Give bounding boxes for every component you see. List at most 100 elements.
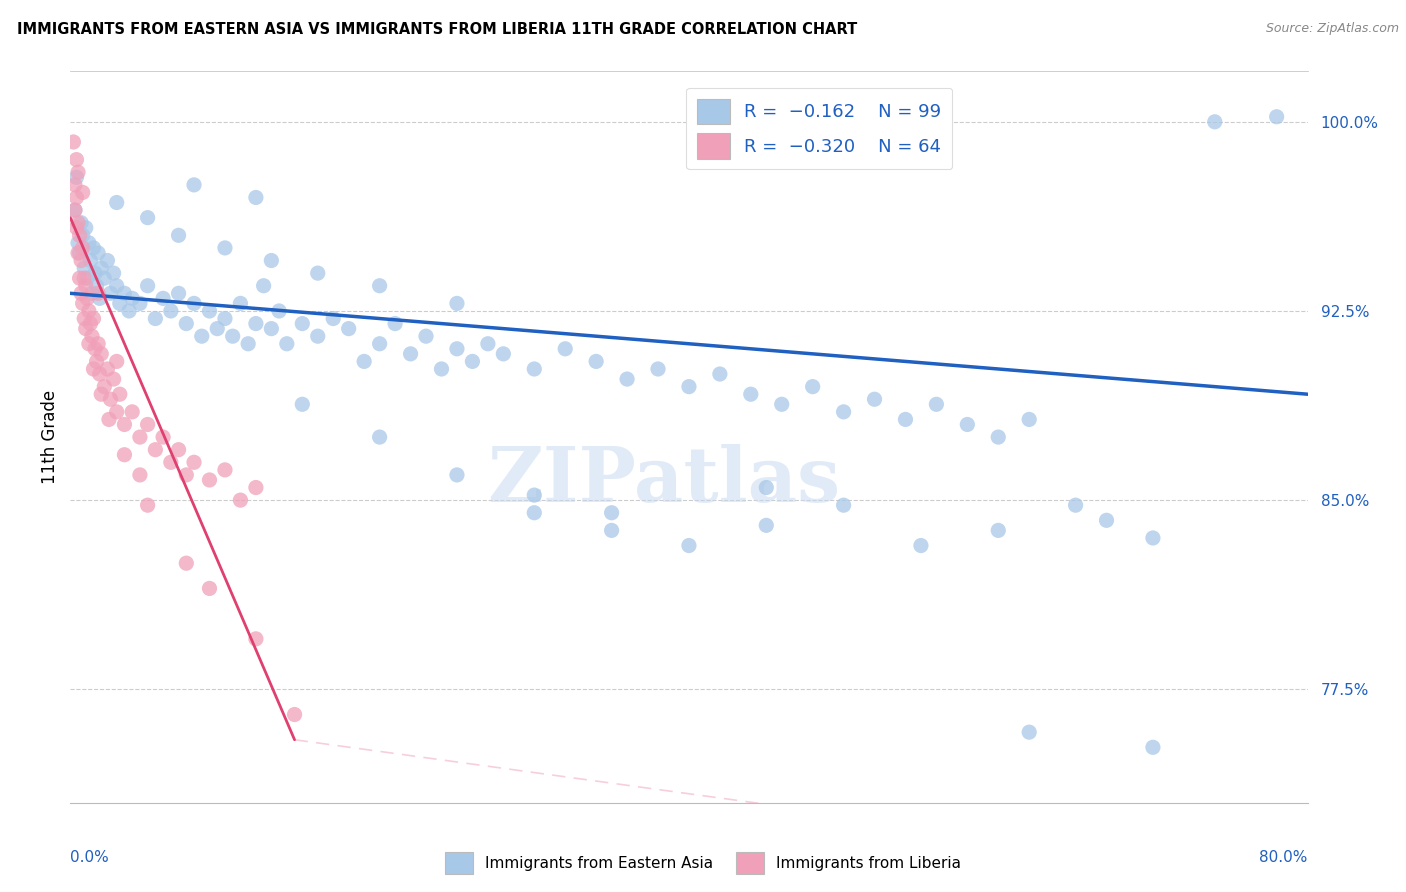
Point	[207, 321, 229, 335]
Point	[67, 246, 90, 260]
Point	[337, 321, 360, 335]
Point	[198, 582, 221, 596]
Point	[430, 362, 453, 376]
Text: 80.0%: 80.0%	[1260, 850, 1308, 865]
Point	[832, 498, 855, 512]
Point	[98, 412, 120, 426]
Point	[90, 387, 112, 401]
Point	[167, 286, 190, 301]
Point	[129, 467, 152, 482]
Point	[307, 329, 329, 343]
Point	[100, 286, 122, 301]
Point	[67, 216, 90, 230]
Point	[678, 379, 700, 393]
Point	[1064, 498, 1087, 512]
Point	[174, 467, 197, 482]
Point	[77, 235, 100, 250]
Point	[65, 170, 87, 185]
Point	[1265, 110, 1288, 124]
Point	[322, 311, 344, 326]
Point	[100, 392, 122, 407]
Point	[105, 405, 128, 419]
Point	[987, 430, 1010, 444]
Point	[291, 397, 314, 411]
Point	[1018, 412, 1040, 426]
Point	[291, 317, 314, 331]
Point	[75, 220, 97, 235]
Text: IMMIGRANTS FROM EASTERN ASIA VS IMMIGRANTS FROM LIBERIA 11TH GRADE CORRELATION C: IMMIGRANTS FROM EASTERN ASIA VS IMMIGRAN…	[17, 22, 858, 37]
Point	[82, 311, 105, 326]
Point	[73, 311, 96, 326]
Point	[65, 153, 87, 167]
Point	[63, 203, 86, 218]
Point	[72, 241, 94, 255]
Point	[585, 354, 607, 368]
Point	[129, 296, 152, 310]
Point	[399, 347, 422, 361]
Point	[136, 417, 159, 432]
Point	[222, 329, 245, 343]
Point	[832, 405, 855, 419]
Point	[145, 311, 166, 326]
Point	[114, 417, 135, 432]
Point	[1142, 531, 1164, 545]
Point	[198, 473, 221, 487]
Point	[87, 246, 110, 260]
Point	[86, 354, 108, 368]
Point	[368, 278, 391, 293]
Point	[77, 336, 100, 351]
Point	[245, 632, 267, 646]
Point	[214, 463, 236, 477]
Point	[152, 291, 174, 305]
Point	[446, 342, 468, 356]
Point	[1018, 725, 1040, 739]
Point	[740, 387, 762, 401]
Point	[70, 286, 93, 301]
Point	[90, 347, 112, 361]
Point	[894, 412, 917, 426]
Point	[523, 362, 546, 376]
Legend: R =  −0.162    N = 99, R =  −0.320    N = 64: R = −0.162 N = 99, R = −0.320 N = 64	[686, 87, 952, 169]
Point	[368, 430, 391, 444]
Point	[96, 362, 118, 376]
Point	[276, 336, 298, 351]
Point	[1142, 740, 1164, 755]
Point	[755, 481, 778, 495]
Point	[260, 253, 283, 268]
Text: ZIPatlas: ZIPatlas	[488, 444, 841, 518]
Point	[755, 518, 778, 533]
Point	[79, 317, 101, 331]
Point	[103, 266, 125, 280]
Point	[89, 367, 111, 381]
Point	[523, 506, 546, 520]
Point	[245, 190, 267, 204]
Point	[415, 329, 437, 343]
Point	[73, 271, 96, 285]
Point	[183, 296, 205, 310]
Point	[121, 291, 143, 305]
Point	[108, 387, 131, 401]
Point	[174, 556, 197, 570]
Point	[82, 241, 105, 255]
Point	[801, 379, 824, 393]
Point	[384, 317, 406, 331]
Point	[86, 278, 108, 293]
Point	[477, 336, 499, 351]
Point	[368, 336, 391, 351]
Point	[93, 271, 115, 285]
Point	[183, 455, 205, 469]
Point	[65, 220, 87, 235]
Point	[63, 203, 86, 218]
Point	[118, 304, 141, 318]
Point	[523, 488, 546, 502]
Point	[167, 442, 190, 457]
Point	[245, 481, 267, 495]
Point	[136, 278, 159, 293]
Point	[73, 261, 96, 276]
Text: 0.0%: 0.0%	[70, 850, 110, 865]
Point	[63, 178, 86, 192]
Point	[191, 329, 214, 343]
Point	[709, 367, 731, 381]
Point	[65, 190, 87, 204]
Point	[1204, 115, 1226, 129]
